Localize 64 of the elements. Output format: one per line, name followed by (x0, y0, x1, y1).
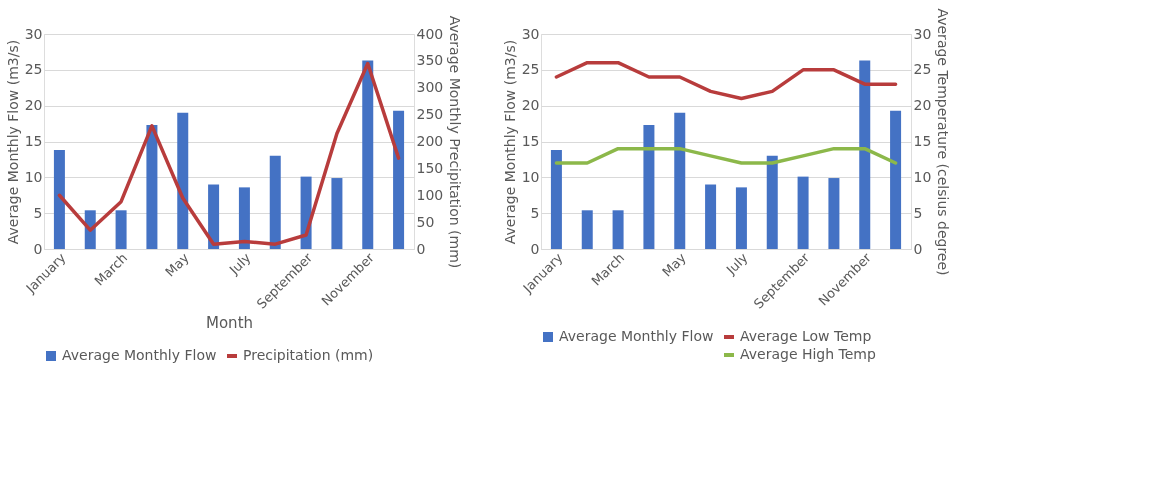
y-tick-label: 0 (33, 240, 43, 257)
bar (331, 178, 343, 249)
bar (269, 155, 281, 249)
bar (550, 150, 562, 249)
y-tick-label: 10 (521, 168, 540, 185)
y-tick-label: 25 (24, 61, 43, 78)
y-tick-label: 20 (521, 97, 540, 114)
bar (674, 112, 686, 249)
bar (612, 210, 624, 249)
y-tick-label: 5 (530, 204, 540, 221)
y2-axis-title: Average Monthly Precipitation (mm) (447, 15, 464, 269)
y-tick-label: 30 (24, 25, 43, 42)
bar (146, 125, 158, 249)
y2-tick-label: 5 (913, 204, 923, 221)
y-tick-label: 10 (24, 168, 43, 185)
y2-tick-label: 10 (913, 168, 932, 185)
y-axis-title: Average Monthly Flow (m3/s) (4, 39, 21, 245)
x-axis-title: Month (205, 313, 254, 332)
y2-tick-label: 0 (913, 240, 923, 257)
y-tick-label: 5 (33, 204, 43, 221)
y-tick-label: 15 (521, 133, 540, 149)
y-tick-label: 15 (24, 133, 43, 149)
bar (581, 210, 593, 249)
y2-tick-label: 200 (416, 133, 444, 149)
bar (797, 176, 809, 249)
y2-tick-label: 25 (913, 61, 932, 78)
bar (705, 184, 717, 249)
bar (238, 187, 250, 249)
y2-tick-label: 350 (416, 52, 444, 69)
bar (766, 155, 778, 249)
legend-label: Average High Temp (740, 346, 876, 362)
line-series (57, 61, 401, 246)
y2-tick-label: 50 (416, 213, 435, 230)
y2-tick-label: 0 (416, 240, 426, 257)
y2-tick-label: 300 (416, 79, 444, 96)
y-tick-label: 25 (521, 61, 540, 78)
y-tick-label: 20 (24, 97, 43, 114)
bar (890, 110, 902, 249)
y2-axis-title: Average Temperature (celsius degree) (935, 8, 952, 276)
legend-label: Average Monthly Flow (62, 347, 217, 363)
y2-tick-label: 30 (913, 25, 932, 42)
bar (828, 178, 840, 249)
bar (735, 187, 747, 249)
y-tick-label: 30 (521, 25, 540, 42)
bar (177, 112, 189, 249)
bar (53, 150, 65, 249)
y-axis-title: Average Monthly Flow (m3/s) (501, 39, 518, 245)
y2-tick-label: 100 (416, 186, 444, 203)
y2-tick-label: 400 (416, 25, 444, 42)
legend-label: Average Monthly Flow (559, 328, 714, 344)
bar (643, 125, 655, 249)
bar (362, 60, 374, 249)
y2-tick-label: 15 (913, 133, 932, 149)
bar (859, 60, 871, 249)
bar (208, 184, 220, 249)
bar (115, 210, 127, 249)
bar (393, 110, 405, 249)
y2-tick-label: 250 (416, 106, 444, 123)
y2-tick-label: 150 (416, 159, 444, 176)
legend-label: Precipitation (mm) (243, 347, 374, 363)
y-tick-label: 0 (530, 240, 540, 257)
legend-label: Average Low Temp (740, 328, 872, 344)
y2-tick-label: 20 (913, 97, 932, 114)
line-series (554, 60, 898, 101)
